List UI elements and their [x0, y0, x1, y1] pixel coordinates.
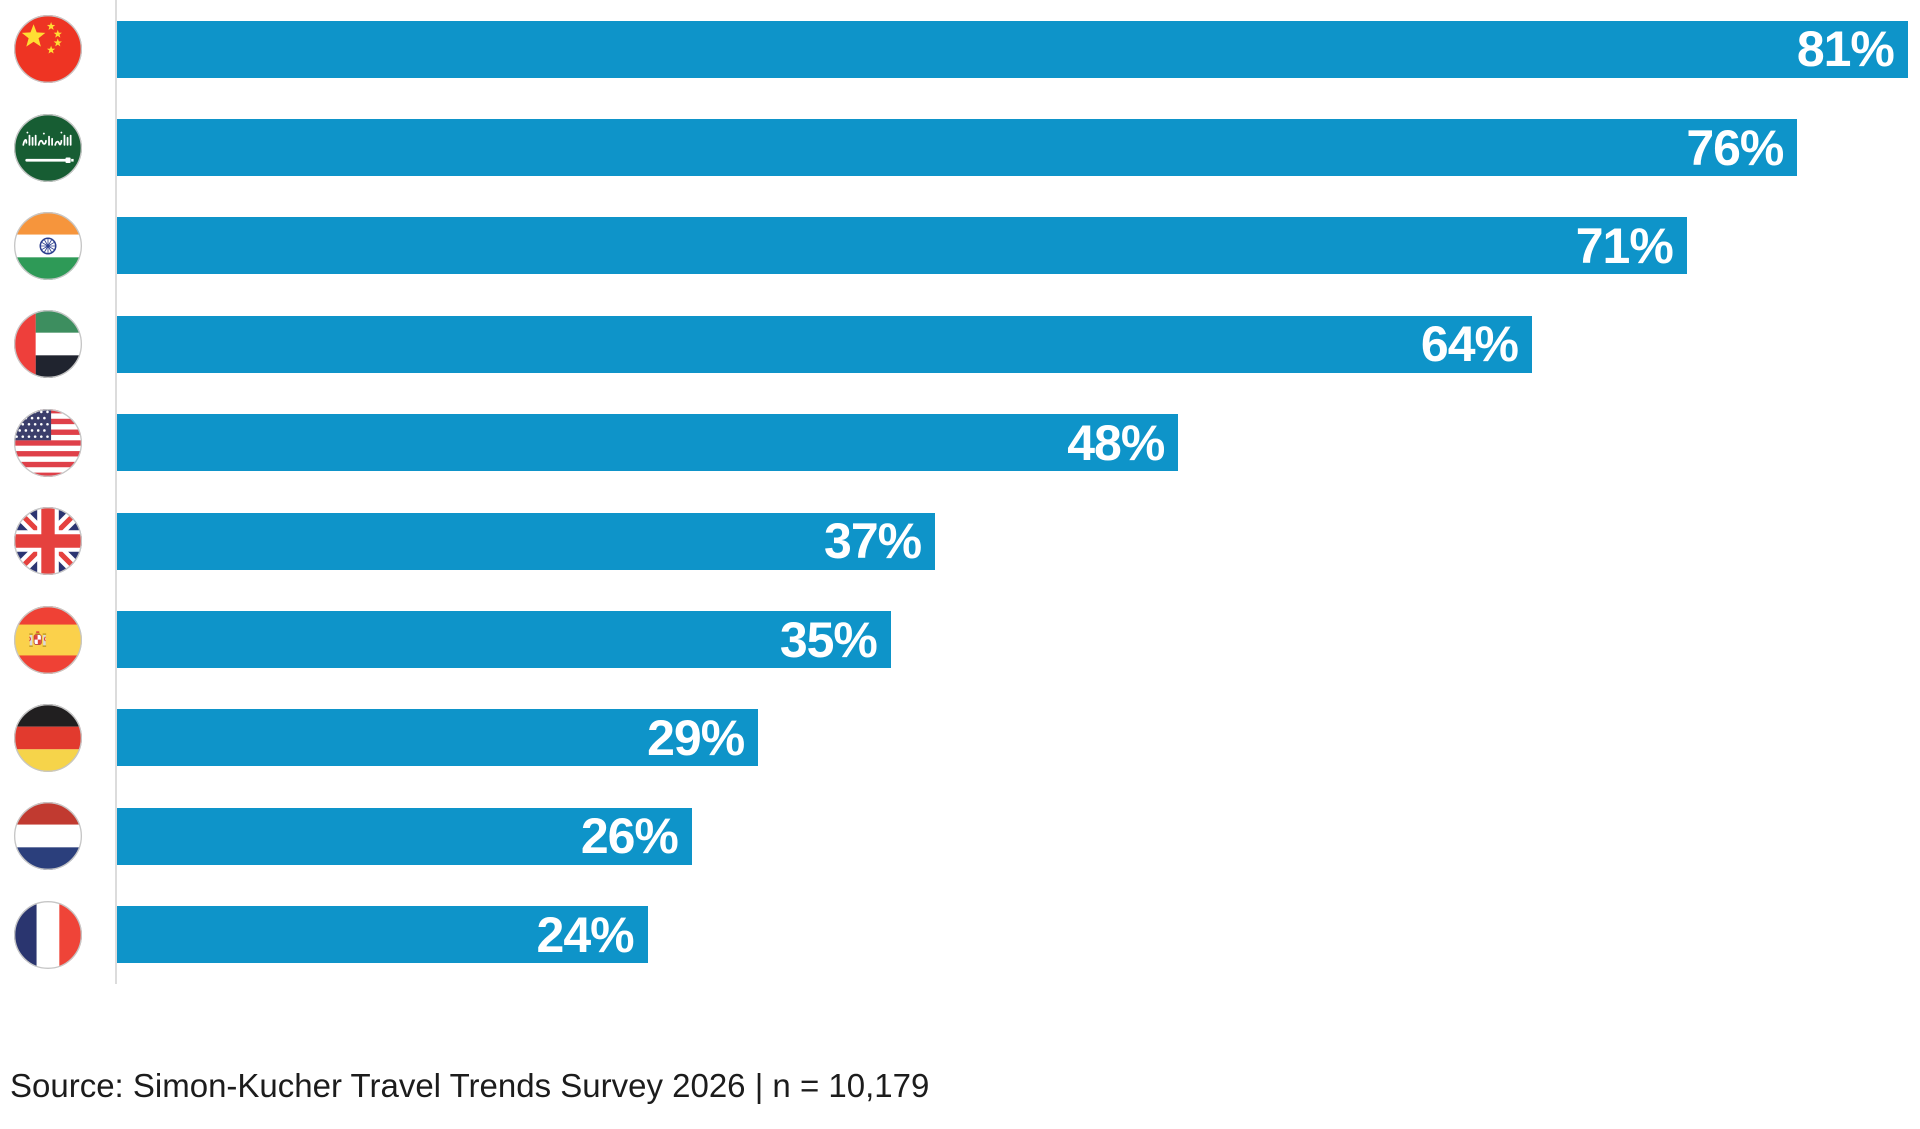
bar-value-label: 26% [580, 808, 679, 865]
bar: 24% [117, 906, 648, 964]
bar: 76% [117, 119, 1798, 177]
flag-germany-icon [13, 703, 83, 772]
bar-row-germany: 29% [0, 688, 1920, 788]
country-flag [0, 309, 115, 379]
flag-saudi-arabia-icon [13, 113, 83, 182]
bar-track: 81% [115, 0, 1920, 99]
bar-track: 24% [115, 885, 1920, 984]
flag-china-icon [13, 15, 83, 84]
country-flag [0, 801, 115, 871]
bar-track: 35% [115, 590, 1920, 689]
bar-value-label: 35% [779, 611, 878, 668]
country-flag [0, 14, 115, 84]
bar-value-label: 48% [1067, 414, 1165, 471]
bar-value-label: 37% [824, 513, 922, 570]
bar-track: 76% [115, 98, 1920, 197]
bar-track: 64% [115, 295, 1920, 394]
bar-row-india: 71% [0, 196, 1920, 296]
flag-uae-icon [13, 310, 83, 379]
flag-usa-icon [13, 408, 83, 477]
flag-uk-icon [13, 507, 83, 576]
bar-value-label: 29% [647, 709, 745, 766]
flag-netherlands-icon [13, 802, 83, 871]
bar: 26% [117, 807, 692, 865]
bar-chart: 81% 76% 71% 64% 48% [0, 0, 1920, 984]
bar: 71% [117, 217, 1687, 275]
country-flag [0, 900, 115, 970]
bar-value-label: 71% [1575, 217, 1674, 274]
bar-row-usa: 48% [0, 393, 1920, 492]
bar-value-label: 81% [1796, 21, 1895, 78]
bar-row-uk: 37% [0, 491, 1920, 591]
flag-spain-icon [13, 605, 83, 674]
flag-france-icon [13, 900, 83, 969]
source-note: Source: Simon-Kucher Travel Trends Surve… [10, 1067, 930, 1104]
bar-row-china: 81% [0, 0, 1920, 99]
bar-track: 37% [115, 491, 1920, 591]
country-flag [0, 408, 115, 478]
bar: 29% [117, 709, 759, 767]
bar: 64% [117, 315, 1532, 373]
bar-row-spain: 35% [0, 590, 1920, 689]
bar: 37% [117, 512, 936, 570]
country-flag [0, 211, 115, 281]
country-flag [0, 113, 115, 183]
bar-row-uae: 64% [0, 295, 1920, 394]
bar-row-netherlands: 26% [0, 787, 1920, 886]
bar-value-label: 64% [1420, 316, 1519, 373]
bar: 81% [117, 20, 1908, 78]
bar: 35% [117, 611, 891, 669]
bar-track: 71% [115, 196, 1920, 296]
flag-india-icon [13, 211, 83, 280]
bar-value-label: 76% [1686, 119, 1784, 176]
bar-track: 29% [115, 688, 1920, 788]
bar: 48% [117, 414, 1179, 472]
bar-row-france: 24% [0, 885, 1920, 984]
bar-row-saudi-arabia: 76% [0, 98, 1920, 197]
bar-track: 26% [115, 787, 1920, 886]
country-flag [0, 506, 115, 576]
bar-track: 48% [115, 393, 1920, 492]
country-flag [0, 703, 115, 773]
country-flag [0, 605, 115, 675]
bar-value-label: 24% [536, 906, 635, 963]
